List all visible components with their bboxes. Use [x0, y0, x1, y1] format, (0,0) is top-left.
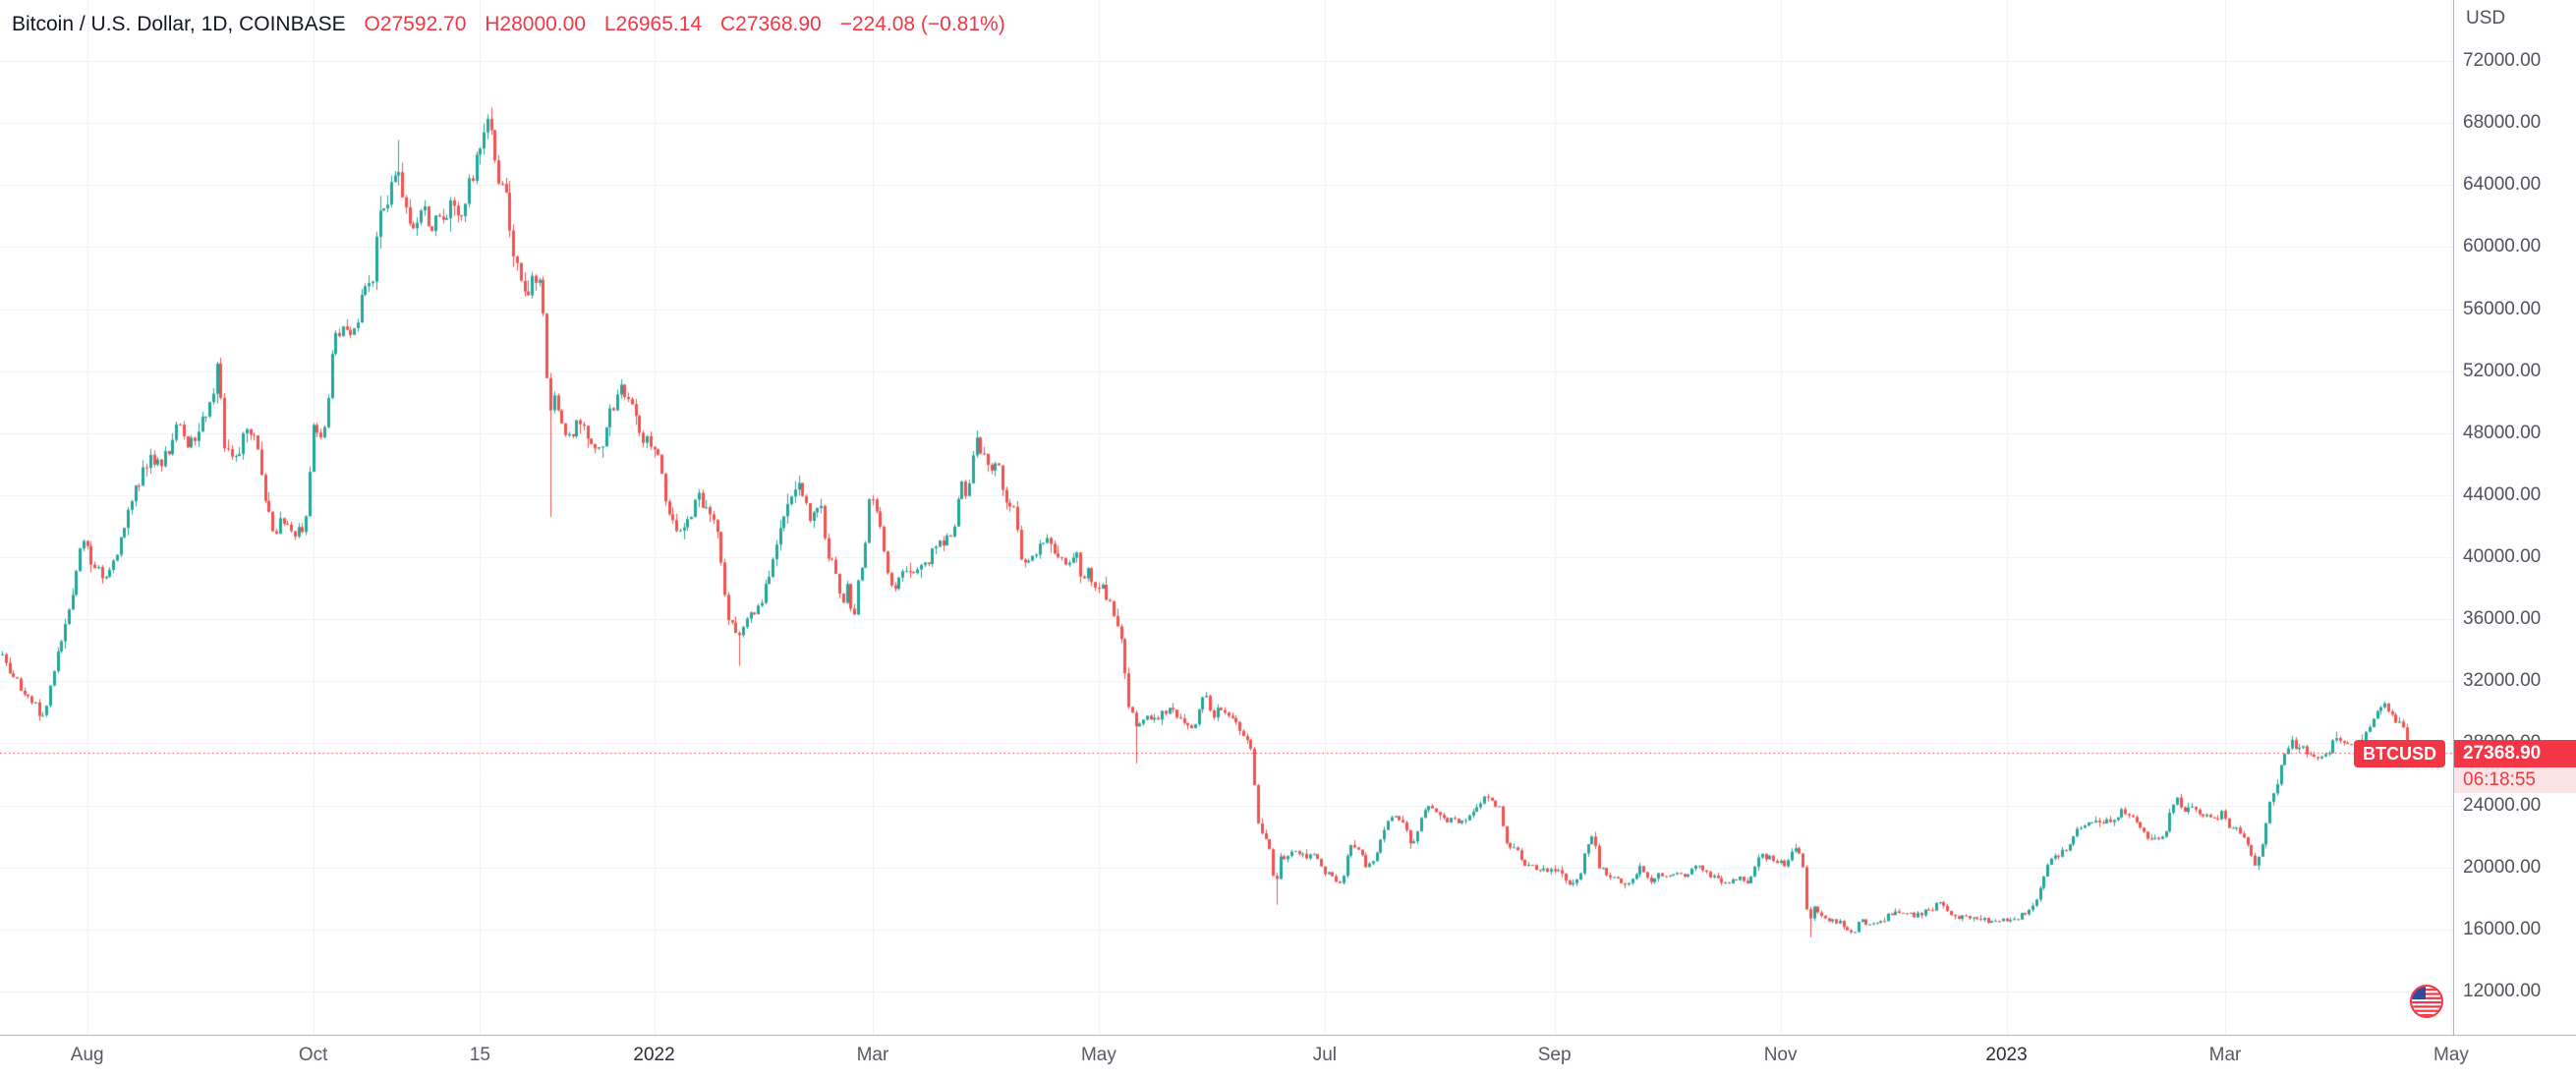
time-axis-label: Nov: [1763, 1045, 1798, 1065]
price-axis[interactable]: USD 72000.00 68000.00 64000.00 60000.00 5600…: [2453, 0, 2576, 1035]
close-value: C27368.90: [719, 13, 822, 35]
price-tick-label: 56000.00: [2463, 298, 2542, 319]
change-value: −224.08 (−0.81%): [839, 13, 1005, 35]
legend: Bitcoin / U.S. Dollar, 1D, COINBASE O275…: [12, 12, 1005, 37]
time-axis-label: Mar: [2208, 1045, 2242, 1065]
time-axis-label: 15: [469, 1045, 490, 1065]
price-tick-label: 32000.00: [2463, 670, 2542, 692]
currency-label: USD: [2466, 8, 2506, 28]
us-flag-event-icon[interactable]: [2408, 983, 2445, 1020]
time-axis-label: Aug: [70, 1045, 104, 1065]
price-tick-label: 44000.00: [2463, 483, 2542, 505]
low-value: L26965.14: [603, 13, 703, 35]
price-tick-label: 20000.00: [2463, 856, 2542, 878]
open-value: O27592.70: [364, 13, 467, 35]
price-tick-label: 60000.00: [2463, 236, 2542, 257]
time-axis-label: 2022: [633, 1045, 675, 1065]
time-axis-label: Sep: [1537, 1045, 1572, 1065]
bar-countdown-label: 06:18:55: [2454, 766, 2576, 793]
symbol-price-pill: BTCUSD: [2354, 739, 2445, 767]
time-axis-label: May: [1080, 1045, 1116, 1065]
time-axis-label: Oct: [298, 1045, 328, 1065]
candlestick-chart-canvas[interactable]: [0, 0, 2453, 1035]
time-axis-label: Jul: [1312, 1045, 1338, 1065]
last-price-label: 27368.90: [2454, 739, 2576, 767]
price-tick-label: 16000.00: [2463, 918, 2542, 939]
price-tick-label: 72000.00: [2463, 50, 2542, 71]
symbol-title[interactable]: Bitcoin / U.S. Dollar, 1D, COINBASE: [12, 13, 346, 35]
price-tick-label: 36000.00: [2463, 608, 2542, 630]
price-tick-label: 48000.00: [2463, 422, 2542, 443]
price-tick-label: 12000.00: [2463, 981, 2542, 1001]
price-tick-label: 52000.00: [2463, 360, 2542, 381]
time-axis-label: 2023: [1985, 1045, 2028, 1065]
time-axis-label: May: [2433, 1045, 2469, 1065]
price-tick-label: 68000.00: [2463, 112, 2542, 134]
high-value: H28000.00: [485, 13, 586, 35]
time-axis-label: Mar: [856, 1045, 889, 1065]
price-tick-label: 40000.00: [2463, 546, 2542, 568]
price-tick-label: 64000.00: [2463, 174, 2542, 196]
price-tick-label: 24000.00: [2463, 794, 2542, 816]
time-axis[interactable]: Aug Oct 15 2022 Mar May Jul Sep Nov 2023 Mar May: [0, 1035, 2576, 1078]
